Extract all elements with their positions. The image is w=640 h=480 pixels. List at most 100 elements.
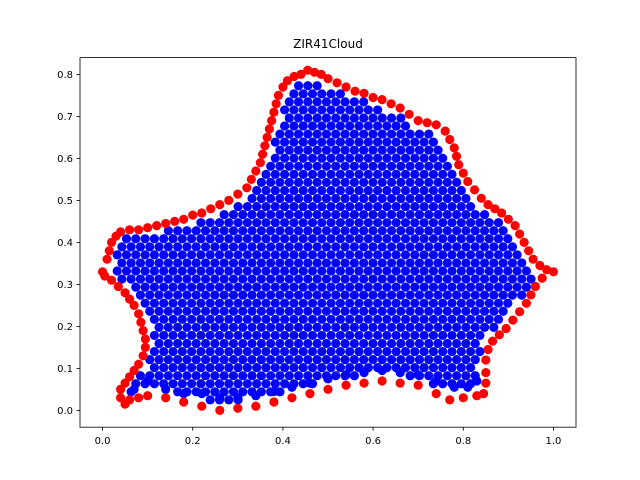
interior-point [293,338,304,349]
interior-point [261,250,271,260]
interior-point [386,210,397,220]
interior-point [238,242,248,252]
interior-point [373,346,383,357]
interior-point [391,346,401,357]
interior-point [159,250,169,260]
interior-point [377,242,387,252]
interior-point [382,298,392,308]
interior-point [335,363,345,373]
interior-point [414,354,425,365]
y-tick-label: 0.6 [57,154,73,165]
interior-point [200,242,211,252]
interior-point [433,338,443,349]
interior-point [326,153,336,163]
interior-point [182,371,192,381]
interior-point [345,137,355,147]
interior-point [461,371,471,381]
interior-point [303,371,313,381]
interior-point [354,250,364,260]
interior-point [373,330,383,341]
interior-point [489,322,499,332]
interior-point [219,226,229,236]
interior-point [349,113,359,123]
interior-point [233,363,243,373]
interior-point [275,371,285,381]
interior-point [210,322,220,332]
interior-point [447,185,457,196]
interior-point [228,242,239,252]
interior-point [135,290,146,300]
interior-point [419,346,429,357]
interior-point [182,274,192,284]
x-tick-label: 0.4 [275,436,291,447]
interior-point [261,218,271,228]
interior-point [391,282,401,292]
interior-point [293,81,304,91]
interior-point [303,338,313,349]
interior-point [359,322,369,332]
interior-point [280,363,290,373]
interior-point [270,298,280,308]
interior-point [396,338,406,349]
interior-point [438,250,448,260]
interior-point [400,121,411,131]
interior-point [405,258,415,268]
interior-point [475,298,485,308]
interior-point [275,193,285,204]
interior-point [284,210,294,220]
interior-point [377,274,387,284]
interior-point [298,105,308,115]
interior-point [331,113,341,123]
interior-point [424,177,434,188]
interior-point [163,354,173,365]
boundary-point [242,183,252,193]
interior-point [405,242,415,252]
interior-point [317,314,327,324]
interior-point [168,379,178,389]
interior-point [159,314,169,324]
interior-point [359,193,369,204]
interior-point [298,363,308,373]
interior-point [289,218,299,228]
interior-point [498,258,508,268]
boundary-point [431,389,441,399]
interior-point [280,218,290,228]
interior-point [475,330,485,341]
interior-point [456,363,466,373]
interior-point [214,266,225,276]
interior-point [256,354,266,365]
interior-point [354,185,364,196]
interior-point [438,218,448,228]
interior-point [484,298,494,308]
interior-point [405,145,415,155]
interior-point [442,338,452,349]
interior-point [354,330,364,341]
x-tick-label: 0.0 [95,436,111,447]
interior-point [382,185,392,196]
interior-point [335,105,345,115]
interior-point [173,290,183,300]
interior-point [219,242,229,252]
interior-point [252,250,262,260]
interior-point [373,234,383,244]
interior-point [270,314,280,324]
interior-point [396,322,406,332]
interior-point [247,290,257,300]
interior-point [196,363,206,373]
interior-point [386,145,397,155]
interior-point [382,153,392,163]
interior-point [438,282,448,292]
interior-point [452,274,462,284]
interior-point [117,274,127,284]
data-markers [97,65,559,415]
interior-point [340,113,350,123]
interior-point [182,306,192,316]
interior-point [335,201,345,212]
interior-point [252,330,262,341]
interior-point [303,274,313,284]
interior-point [293,242,304,252]
interior-point [205,250,215,260]
interior-point [191,274,201,284]
interior-point [493,218,504,228]
interior-point [452,258,462,268]
